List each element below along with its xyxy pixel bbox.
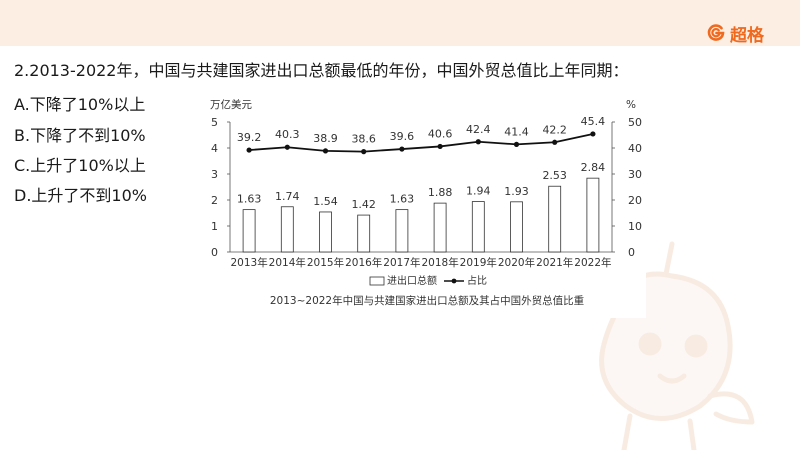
line-point-2020年 [513, 141, 520, 147]
line-value-label: 38.9 [313, 132, 338, 145]
legend-line-label: 占比 [467, 274, 487, 287]
line-point-2019年 [475, 139, 481, 145]
bar-2022年 [586, 177, 600, 253]
x-tick-label: 2019年 [460, 256, 497, 269]
brand-logo: 超格 [706, 20, 764, 46]
y-right-tick-label: 40 [628, 142, 642, 155]
line-point-2013年 [246, 147, 252, 153]
line-point-2016年 [361, 149, 367, 155]
x-tick-label: 2013年 [230, 256, 267, 269]
line-point-2014年 [284, 144, 290, 150]
y-left-unit: 万亿美元 [210, 98, 252, 111]
bar-value-label: 1.42 [351, 198, 376, 211]
y-left-tick-label: 5 [211, 116, 218, 129]
x-tick-label: 2021年 [536, 256, 573, 269]
bar-value-label: 1.93 [504, 185, 529, 198]
x-tick-label: 2016年 [345, 256, 382, 269]
option-a[interactable]: A.下降了10%以上 [14, 95, 146, 114]
line-point-2015年 [322, 148, 329, 154]
bar-value-label: 1.88 [428, 186, 453, 199]
line-value-label: 45.4 [581, 115, 606, 128]
line-series-share [249, 133, 594, 153]
bar-value-label: 1.54 [313, 195, 338, 208]
bar-2016年 [357, 214, 371, 253]
y-right-tick-label: 50 [628, 116, 642, 129]
bar-2021年 [548, 185, 562, 253]
bar-2013年 [242, 209, 256, 253]
y-left-tick-label: 4 [211, 142, 218, 155]
header-band [0, 0, 800, 46]
y-right-tick-label: 0 [628, 246, 635, 259]
bar-value-label: 1.74 [275, 190, 300, 203]
bar-value-label: 1.63 [237, 193, 262, 206]
line-point-2018年 [437, 143, 443, 150]
y-right-tick-label: 30 [628, 168, 642, 181]
option-b[interactable]: B.下降了不到10% [14, 126, 146, 145]
option-d[interactable]: D.上升了不到10% [14, 186, 147, 205]
x-tick-label: 2018年 [421, 256, 458, 269]
x-tick-label: 2015年 [307, 256, 344, 269]
bar-2019年 [471, 201, 485, 253]
line-value-label: 39.6 [390, 130, 415, 143]
x-tick-label: 2017年 [383, 256, 420, 269]
mascot-watermark [599, 241, 755, 450]
bar-2015年 [319, 211, 332, 253]
chart-container: 万亿美元% 0 1 2 3 4 5 0 10 20 30 40 50 1.63 2013年 1.74 2014年… [208, 94, 646, 318]
question-text: 2.2013-2022年，中国与共建国家进出口总额最低的年份，中国外贸总值比上年… [14, 61, 629, 80]
line-point-2017年 [399, 146, 405, 152]
legend-line-marker [451, 278, 457, 284]
legend-bar-swatch [369, 276, 385, 286]
line-point-2022年 [590, 131, 596, 137]
bar-2017年 [395, 209, 409, 253]
legend-bar-label: 进出口总额 [387, 274, 437, 287]
y-right-unit: % [626, 99, 636, 111]
brand-name: 超格 [730, 25, 764, 46]
y-left-tick-label: 0 [211, 246, 218, 259]
bar-2020年 [510, 201, 523, 253]
line-value-label: 41.4 [504, 125, 529, 138]
chart-title: 2013~2022年中国与共建国家进出口总额及其占中国外贸总值比重 [270, 294, 584, 307]
line-value-label: 39.2 [237, 131, 262, 144]
line-value-label: 40.3 [275, 128, 300, 141]
bar-value-label: 2.53 [542, 169, 567, 182]
bar-value-label: 1.63 [390, 193, 415, 206]
y-right-tick-label: 20 [628, 194, 642, 207]
y-left-tick-label: 2 [211, 194, 218, 207]
line-value-label: 42.4 [466, 123, 491, 136]
y-right-tick-label: 10 [628, 220, 642, 233]
brand-g-icon [707, 24, 725, 41]
line-value-label: 42.2 [542, 123, 567, 136]
line-point-2021年 [552, 139, 558, 145]
combo-chart: 万亿美元 %012345010203040501.632013年1.742014年… [210, 98, 642, 307]
line-value-label: 40.6 [428, 127, 453, 140]
bar-value-label: 1.94 [466, 185, 491, 198]
bar-2014年 [280, 206, 294, 253]
option-c[interactable]: C.上升了10%以上 [14, 156, 146, 175]
bar-2018年 [433, 202, 447, 253]
x-tick-label: 2022年 [574, 256, 611, 269]
y-left-tick-label: 3 [211, 168, 218, 181]
line-value-label: 38.6 [351, 133, 376, 146]
x-tick-label: 2020年 [498, 256, 535, 269]
bar-value-label: 2.84 [581, 161, 606, 174]
y-left-tick-label: 1 [211, 220, 218, 233]
x-tick-label: 2014年 [269, 256, 306, 269]
